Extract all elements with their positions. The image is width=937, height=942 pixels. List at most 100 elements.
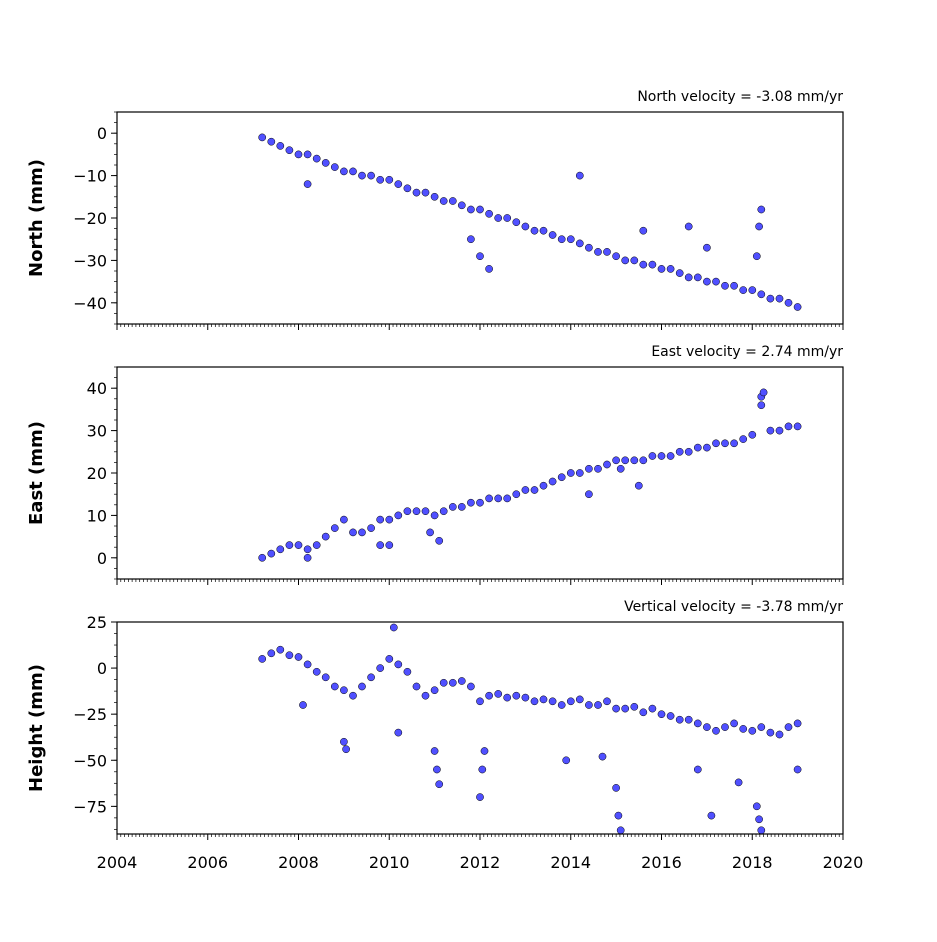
data-point <box>340 515 348 524</box>
data-point <box>358 171 366 180</box>
data-point <box>703 243 711 252</box>
x-tick-label: 2004 <box>97 853 138 872</box>
data-point <box>562 756 571 765</box>
data-point <box>684 273 693 282</box>
data-point <box>349 167 357 176</box>
data-point <box>485 494 493 503</box>
data-point <box>775 730 784 739</box>
y-tick-label: 0 <box>97 549 107 568</box>
data-point <box>666 265 675 273</box>
data-point <box>358 528 366 537</box>
y-tick-label: 30 <box>87 422 107 441</box>
data-point <box>385 515 394 524</box>
data-point <box>621 456 630 465</box>
data-point <box>585 701 593 709</box>
data-point <box>457 503 466 511</box>
data-point <box>548 231 557 239</box>
data-point <box>276 645 285 654</box>
data-point <box>321 532 330 541</box>
data-point <box>616 464 625 473</box>
y-axis-label: East (mm) <box>26 421 47 525</box>
data-point <box>721 439 729 448</box>
data-point <box>480 747 489 755</box>
data-point <box>603 248 611 256</box>
data-point <box>548 477 557 486</box>
data-point <box>349 528 357 537</box>
y-tick-label: −30 <box>73 251 107 270</box>
data-point <box>303 660 312 669</box>
data-point <box>476 205 484 214</box>
data-point <box>793 719 802 728</box>
y-tick-label: 20 <box>87 464 107 483</box>
data-point <box>755 815 763 824</box>
data-point <box>439 507 448 516</box>
data-point <box>648 704 657 713</box>
data-point <box>755 222 763 231</box>
data-point <box>612 456 620 465</box>
data-point <box>512 218 521 227</box>
data-point <box>757 826 766 835</box>
panel-title: Vertical velocity = -3.78 mm/yr <box>624 599 843 615</box>
data-point <box>693 443 702 452</box>
y-axis-label: North (mm) <box>26 159 47 277</box>
data-point <box>630 256 639 265</box>
data-point <box>267 137 276 146</box>
y-tick-label: 10 <box>87 506 107 525</box>
data-point <box>784 723 793 731</box>
data-point <box>330 524 339 532</box>
panel-3: 25 0 −25 −50 −75 Vertical velocity = -3.78 mm… <box>26 599 844 840</box>
data-point <box>539 695 548 704</box>
data-point <box>739 286 748 294</box>
data-point <box>394 180 403 188</box>
data-point <box>657 265 666 273</box>
data-point <box>784 298 793 307</box>
data-point <box>385 541 394 549</box>
y-tick-label: −50 <box>73 751 107 770</box>
data-point <box>494 690 503 698</box>
data-point <box>426 528 434 537</box>
data-point <box>276 545 285 554</box>
data-point <box>539 481 548 490</box>
y-ticks: 0 −10 −20 −30 −40 <box>73 111 117 325</box>
data-point <box>657 710 666 719</box>
data-point <box>485 691 493 700</box>
y-ticks: 25 0 −25 −50 −75 <box>73 613 117 830</box>
y-tick-label: 0 <box>97 124 107 143</box>
data-point <box>303 150 312 159</box>
panel-title: East velocity = 2.74 mm/yr <box>651 344 843 360</box>
x-tick-label: 2014 <box>550 853 591 872</box>
x-tick-label: 2012 <box>460 853 501 872</box>
data-point <box>566 469 575 477</box>
data-point <box>748 286 757 294</box>
data-point <box>439 197 448 205</box>
data-point <box>712 726 720 735</box>
data-point <box>612 784 620 792</box>
data-point <box>693 719 702 728</box>
y-tick-label: −10 <box>73 167 107 186</box>
data-point <box>385 175 394 184</box>
data-point <box>639 226 648 235</box>
data-point <box>766 728 775 737</box>
data-point <box>376 541 385 549</box>
y-tick-label: −20 <box>73 209 107 228</box>
data-point <box>639 708 648 717</box>
data-point <box>639 456 648 465</box>
data-point <box>303 553 312 562</box>
data-point <box>594 701 602 709</box>
data-point <box>503 494 512 503</box>
data-point <box>757 723 766 731</box>
data-point <box>342 745 350 754</box>
data-point <box>433 765 441 774</box>
y-ticks: 40 30 20 10 0 <box>87 366 117 580</box>
y-tick-label: 25 <box>87 613 107 632</box>
data-point <box>703 723 711 731</box>
data-point <box>439 678 448 687</box>
panel-title: North velocity = -3.08 mm/yr <box>637 89 843 105</box>
data-point <box>575 469 584 477</box>
data-point <box>340 686 348 695</box>
data-point <box>376 175 385 184</box>
data-point <box>666 452 675 460</box>
data-point <box>759 388 768 397</box>
x-tick-label: 2006 <box>187 853 228 872</box>
data-point <box>703 277 711 286</box>
